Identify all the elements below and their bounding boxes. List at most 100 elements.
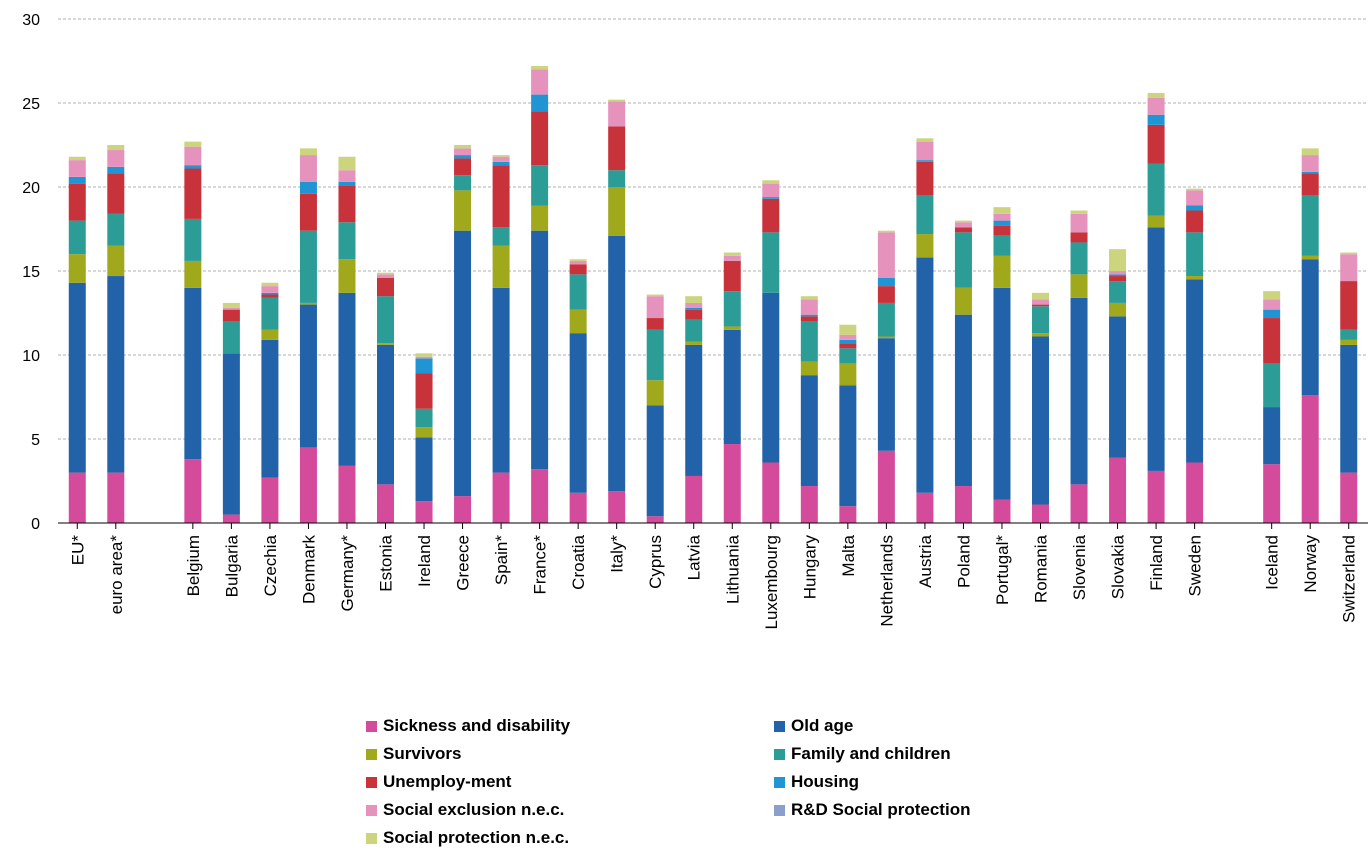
bar-segment xyxy=(1186,205,1204,211)
bar-segment xyxy=(954,220,972,223)
bar-segment xyxy=(222,302,240,308)
bar-segment xyxy=(916,195,934,235)
bar-segment xyxy=(916,257,934,493)
bar-segment xyxy=(1186,279,1204,463)
bar-segment xyxy=(492,227,510,246)
bar-segment xyxy=(1186,188,1204,191)
bar-segment xyxy=(377,343,394,345)
bar-segment xyxy=(877,230,895,233)
x-tick-label: EU* xyxy=(68,535,87,566)
y-tick-label: 0 xyxy=(31,516,40,533)
bar-segment xyxy=(454,158,472,176)
bar-segment xyxy=(454,175,472,191)
x-tick-label: Netherlands xyxy=(877,535,896,627)
x-tick-label: Belgium xyxy=(184,535,203,596)
legend-item: Social exclusion n.e.c. xyxy=(366,798,774,822)
x-tick-label: Sweden xyxy=(1186,535,1205,596)
bar-segment xyxy=(1301,255,1319,260)
bar-segment xyxy=(184,165,202,169)
bar-segment xyxy=(1186,210,1204,233)
bar-segment xyxy=(338,185,356,223)
legend-label: Social exclusion n.e.c. xyxy=(383,800,565,819)
bar-segment xyxy=(608,170,626,187)
bar-segment xyxy=(993,225,1011,236)
bar-segment xyxy=(261,282,279,287)
bar-segment xyxy=(492,165,510,228)
bar-segment xyxy=(685,302,703,308)
bar-segment xyxy=(1147,114,1165,125)
bar-segment xyxy=(415,353,433,357)
x-tick-label: Norway xyxy=(1301,535,1320,593)
bar-segment xyxy=(839,348,857,364)
bar-segment xyxy=(184,146,202,166)
bar-segment xyxy=(839,506,857,523)
bar-segment xyxy=(531,205,549,231)
x-tick-label: Romania xyxy=(1032,534,1051,603)
bar-segment xyxy=(68,220,86,255)
bar-segment xyxy=(1032,292,1049,300)
bar-segment xyxy=(839,324,857,335)
bar-segment xyxy=(569,264,587,275)
bar-segment xyxy=(415,358,433,374)
bar-segment xyxy=(1070,484,1088,523)
bar-segment xyxy=(762,180,780,184)
bar-segment xyxy=(1301,173,1319,196)
bar-segment xyxy=(954,222,972,228)
bar-segment xyxy=(338,170,356,182)
bar-segment xyxy=(377,484,394,523)
legend-item: Family and children xyxy=(774,742,1044,766)
x-tick-label: Ireland xyxy=(415,535,434,587)
bar-segment xyxy=(1070,213,1088,233)
bar-segment xyxy=(608,99,626,102)
bar-segment xyxy=(531,165,549,206)
bar-segment xyxy=(107,472,125,523)
bar-segment xyxy=(1263,464,1281,523)
x-tick-label: Latvia xyxy=(685,534,704,580)
bar-segment xyxy=(685,309,703,320)
bar-segment xyxy=(993,213,1011,221)
bar-segment xyxy=(1147,97,1165,115)
bar-segment xyxy=(338,222,356,260)
bar-segment xyxy=(916,234,934,258)
stacked-bar-chart: 0 5 10 15 20 25 30 EU* euro area* Belgium Bulgaria… xyxy=(22,12,1368,630)
bar-segment xyxy=(916,161,934,196)
bar-segment xyxy=(454,148,472,156)
bar-segment xyxy=(222,321,240,354)
bar-segment xyxy=(184,459,202,523)
x-tick-label: Austria xyxy=(916,534,935,587)
legend-item: Unemploy-ment xyxy=(366,770,774,794)
bar-segment xyxy=(646,294,664,297)
bar-segment xyxy=(685,341,703,345)
bar-segment xyxy=(531,94,549,112)
legend-item: Sickness and disability xyxy=(366,714,774,738)
bar-segment xyxy=(377,296,394,344)
bar-segment xyxy=(839,385,857,507)
bar-segment xyxy=(1147,227,1165,471)
bar-segment xyxy=(68,156,86,161)
bar-segment xyxy=(1186,232,1204,277)
bar-segment xyxy=(723,260,741,292)
legend-item: Social protection n.e.c. xyxy=(366,826,774,850)
legend-grid: Sickness and disability Old age Survivors F… xyxy=(366,714,1046,850)
legend-swatch xyxy=(366,776,377,788)
legend-swatch xyxy=(366,720,377,732)
bar-segment xyxy=(377,274,394,278)
bar-segment xyxy=(107,245,125,277)
x-tick-label: Lithuania xyxy=(723,534,742,604)
bar-segment xyxy=(299,148,317,156)
bar-segment xyxy=(569,492,587,523)
bar-segment xyxy=(1340,254,1358,282)
bar-segment xyxy=(1109,281,1127,303)
bar-segment xyxy=(299,304,317,448)
bar-segment xyxy=(531,111,549,166)
bar-segment xyxy=(1147,163,1165,216)
bar-segment xyxy=(954,227,972,233)
bar-segment xyxy=(338,181,356,186)
y-tick-label: 20 xyxy=(22,180,40,197)
bar-segment xyxy=(1032,299,1049,305)
x-tick-label: Bulgaria xyxy=(222,534,241,597)
bar-segment xyxy=(762,292,780,463)
bar-segment xyxy=(261,294,279,298)
bar-segment xyxy=(685,307,703,310)
bar-segment xyxy=(1340,339,1358,345)
